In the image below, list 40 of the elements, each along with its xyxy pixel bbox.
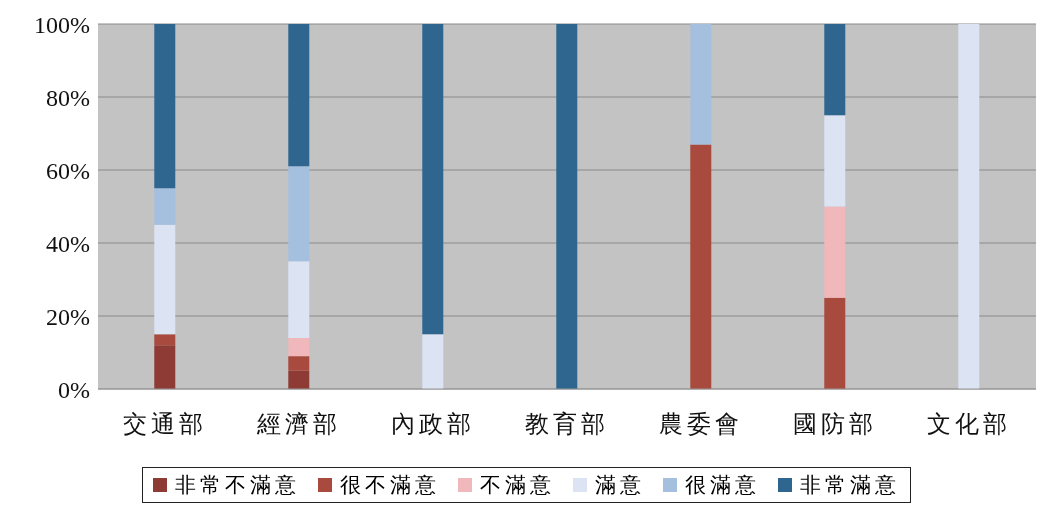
bar	[824, 24, 846, 116]
bar	[958, 24, 980, 389]
bar	[154, 345, 176, 389]
bar	[288, 261, 310, 338]
bar	[288, 356, 310, 371]
bar	[288, 370, 310, 389]
x-tick-label: 內政部	[391, 411, 475, 438]
bar	[422, 334, 444, 389]
bar	[690, 144, 712, 389]
bar	[824, 297, 846, 389]
bar	[288, 24, 310, 167]
bar	[288, 337, 310, 357]
legend-label: 不滿意	[479, 472, 555, 499]
x-tick-label: 農委會	[659, 411, 743, 438]
y-tick-label: 20%	[46, 303, 90, 330]
bar	[154, 24, 176, 189]
bar	[154, 188, 176, 225]
bar	[824, 115, 846, 207]
bar	[422, 24, 444, 335]
x-tick-label: 交通部	[123, 411, 207, 438]
legend-label: 滿意	[594, 472, 645, 499]
y-tick-label: 0%	[58, 376, 90, 403]
x-tick-label: 教育部	[525, 411, 609, 438]
bar	[690, 24, 712, 145]
bar	[154, 334, 176, 346]
bar	[824, 206, 846, 298]
y-tick-label: 60%	[46, 157, 90, 184]
legend-label: 很滿意	[684, 472, 760, 499]
legend-label: 非常滿意	[799, 472, 900, 499]
x-tick-label: 經濟部	[256, 411, 341, 438]
y-tick-label: 100%	[34, 11, 90, 38]
legend-label: 非常不滿意	[174, 472, 300, 499]
bar	[154, 224, 176, 335]
y-tick-label: 40%	[46, 230, 90, 257]
x-tick-label: 國防部	[793, 411, 877, 438]
y-tick-label: 80%	[46, 84, 90, 111]
bar	[288, 166, 310, 262]
legend-label: 很不滿意	[339, 472, 440, 499]
x-tick-label: 文化部	[927, 411, 1011, 438]
bar	[556, 24, 578, 389]
